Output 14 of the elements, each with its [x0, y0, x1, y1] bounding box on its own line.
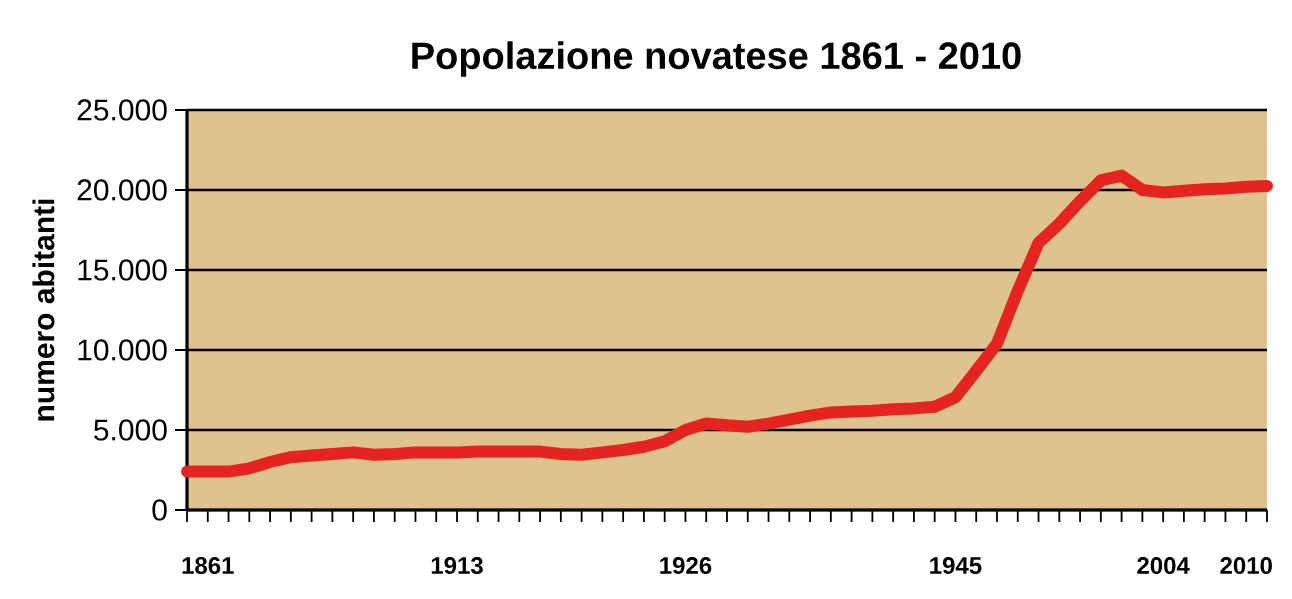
x-tick-label: 2010 — [1220, 557, 1272, 575]
x-tick-label: 2004 — [1137, 557, 1190, 575]
x-tick-label: 1945 — [930, 557, 982, 575]
x-tick-label: 1913 — [431, 557, 483, 575]
y-tick-label: 0 — [152, 499, 167, 521]
y-tick-label: 15.000 — [78, 259, 167, 281]
y-axis-title: numero abitanti — [32, 199, 55, 421]
y-tick-label: 10.000 — [78, 339, 167, 361]
y-tick-label: 5.000 — [94, 419, 167, 441]
chart-title: Popolazione novatese 1861 - 2010 — [412, 41, 1021, 77]
y-tick-label: 25.000 — [77, 99, 167, 121]
y-tick-label: 20.000 — [77, 179, 167, 201]
x-tick-label: 1861 — [182, 557, 234, 575]
x-tick-label: 1926 — [660, 557, 712, 575]
